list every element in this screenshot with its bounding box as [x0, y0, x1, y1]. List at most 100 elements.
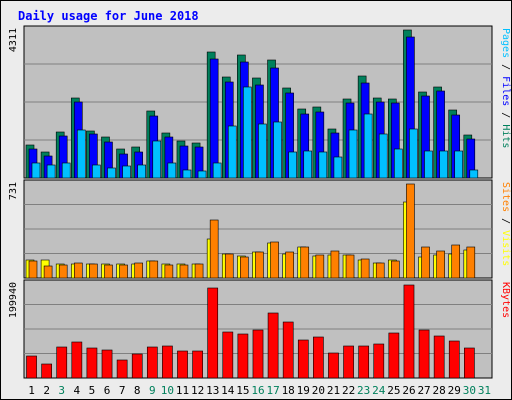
panel-hits-files-pages: 4311 Pages / Files / Hits	[8, 25, 511, 179]
bar-pages-day-5	[92, 164, 101, 179]
bar-kbytes-day-25	[388, 332, 400, 379]
bar-pages-day-13	[212, 162, 222, 179]
bar-sites-day-29	[451, 244, 461, 279]
bar-sites-day-16	[255, 251, 264, 279]
x-tick-label: 19	[297, 384, 310, 397]
bar-kbytes-day-12	[192, 350, 203, 379]
bar-pages-day-26	[409, 128, 418, 179]
bar-sites-day-20	[315, 254, 325, 279]
y-max-label: 4311	[8, 28, 19, 52]
bar-sites-day-7	[119, 264, 128, 279]
bar-pages-day-1	[31, 162, 41, 179]
bar-sites-day-28	[436, 250, 445, 279]
legend-entry: Pages	[500, 28, 511, 58]
bar-kbytes-day-1	[26, 355, 37, 379]
x-tick-label: 24	[372, 384, 386, 397]
x-tick-label: 7	[119, 384, 126, 397]
bar-kbytes-day-4	[71, 341, 83, 379]
bar-kbytes-day-11	[177, 350, 188, 379]
x-tick-label: 2	[43, 384, 50, 397]
bar-pages-day-15	[243, 86, 252, 179]
bar-pages-day-3	[61, 162, 71, 179]
bar-pages-day-17	[273, 121, 282, 179]
bar-pages-day-30	[469, 169, 479, 179]
bar-kbytes-day-3	[56, 346, 68, 379]
x-tick-label: 9	[149, 384, 156, 397]
bar-kbytes-day-5	[86, 347, 98, 379]
bar-kbytes-day-28	[433, 335, 445, 379]
bar-kbytes-day-6	[101, 349, 113, 379]
bar-pages-day-2	[46, 164, 56, 179]
x-tick-label: 4	[74, 384, 81, 397]
x-tick-label: 27	[417, 384, 430, 397]
x-axis-labels: 1 2 3 4 5 6 7 8 9 10 11 12 13 14 15 16 17 18 19 20 21 22 23 24 2…	[28, 384, 491, 397]
legend: Pages / Files / Hits	[500, 28, 511, 148]
x-tick-label: 8	[134, 384, 141, 397]
bar-pages-day-10	[167, 162, 177, 179]
bar-pages-day-6	[107, 167, 116, 179]
bar-files-day-13	[209, 58, 219, 179]
bar-sites-day-25	[391, 260, 400, 279]
bar-pages-day-28	[439, 150, 448, 179]
bar-sites-day-3	[58, 264, 68, 279]
bar-pages-day-12	[197, 170, 207, 179]
bar-sites-day-18	[285, 251, 294, 279]
legend: Sites / Visits	[500, 182, 511, 266]
bar-pages-day-27	[424, 150, 433, 179]
legend-entry: KBytes	[500, 282, 511, 318]
legend-entry: /	[500, 58, 511, 76]
x-tick-label: 21	[327, 384, 340, 397]
bar-sites-day-2	[43, 265, 53, 279]
bar-sites-day-5	[89, 263, 98, 279]
x-tick-label: 30	[463, 384, 476, 397]
x-tick-label: 22	[342, 384, 355, 397]
x-tick-label: 12	[191, 384, 204, 397]
bar-kbytes-day-19	[297, 339, 309, 379]
chart-title: Daily usage for June 2018	[18, 9, 199, 23]
x-tick-label: 16	[251, 384, 264, 397]
x-tick-label: 25	[387, 384, 400, 397]
bar-pages-day-24	[378, 133, 388, 179]
bar-pages-day-7	[122, 165, 131, 179]
legend-entry: Files	[500, 76, 511, 106]
bar-kbytes-day-16	[252, 329, 264, 379]
y-max-label: 731	[8, 182, 19, 200]
x-tick-label: 29	[448, 384, 461, 397]
bar-pages-day-18	[288, 151, 297, 179]
panel-visits-sites: 731 Sites / Visits	[8, 179, 511, 279]
x-tick-label: 3	[58, 384, 65, 397]
bar-pages-day-19	[303, 150, 313, 179]
x-tick-label: 17	[266, 384, 279, 397]
bar-kbytes-day-17	[267, 312, 279, 379]
panel-kbytes: 199940 KBytes	[8, 279, 511, 379]
bar-sites-day-30	[466, 246, 476, 279]
x-tick-label: 11	[176, 384, 189, 397]
bar-sites-day-23	[360, 258, 370, 279]
bar-sites-day-14	[224, 253, 234, 279]
bar-kbytes-day-23	[358, 345, 370, 379]
bar-pages-day-16	[258, 123, 267, 179]
bar-kbytes-day-14	[222, 331, 234, 379]
bar-sites-day-15	[240, 256, 249, 279]
bar-kbytes-day-15	[237, 333, 249, 379]
x-tick-label: 13	[206, 384, 219, 397]
x-tick-label: 18	[282, 384, 295, 397]
bar-sites-day-17	[270, 241, 279, 279]
bar-sites-day-19	[300, 246, 310, 279]
bar-sites-day-11	[179, 264, 189, 279]
bar-sites-day-13	[209, 219, 219, 279]
bar-kbytes-day-9	[146, 346, 158, 379]
bar-kbytes-day-18	[282, 321, 294, 379]
bar-pages-day-29	[454, 150, 464, 179]
bar-kbytes-day-22	[343, 345, 354, 379]
bar-kbytes-day-24	[373, 343, 385, 379]
legend-entry: Hits	[500, 124, 511, 148]
bar-kbytes-day-2	[41, 363, 52, 379]
chart-panels: 4311 Pages / Files / Hits 731 Sites / Visit…	[8, 25, 511, 379]
bar-sites-day-9	[149, 260, 159, 279]
bar-sites-day-4	[73, 262, 83, 279]
x-tick-label: 15	[236, 384, 249, 397]
x-tick-label: 10	[161, 384, 174, 397]
bar-pages-day-14	[227, 125, 237, 179]
bar-kbytes-day-13	[207, 287, 219, 379]
